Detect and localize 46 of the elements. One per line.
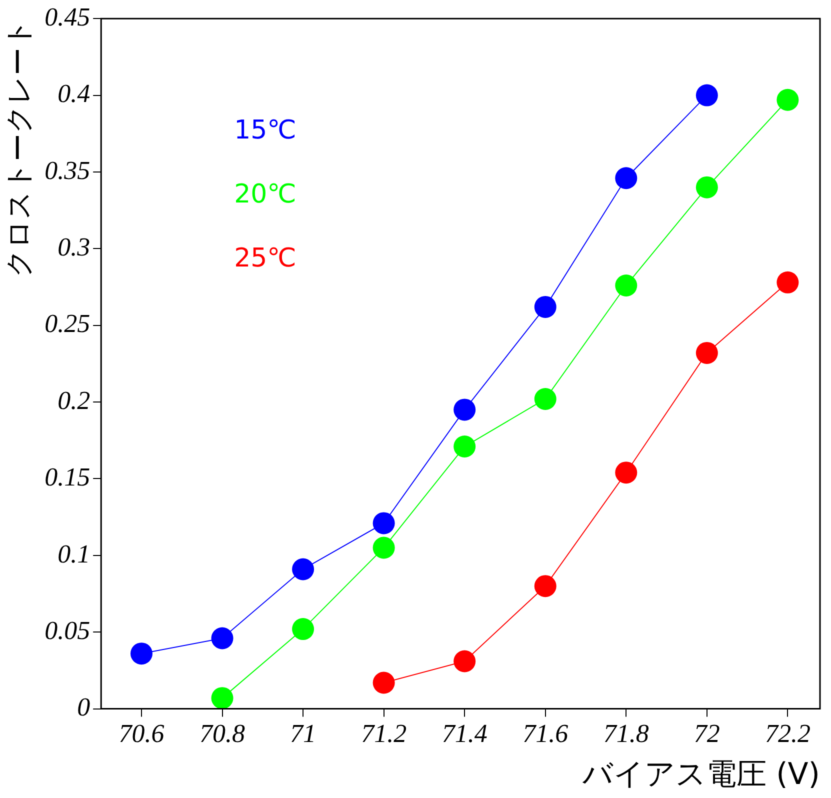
x-tick-label: 70.8 xyxy=(200,719,246,748)
point xyxy=(534,575,556,598)
point xyxy=(534,388,556,410)
y-tick-label: 0.25 xyxy=(44,309,90,338)
x-tick-label: 71 xyxy=(290,719,316,748)
x-tick-label: 70.6 xyxy=(118,719,164,748)
x-tick-label: 72.2 xyxy=(764,719,810,748)
point xyxy=(454,398,476,421)
point xyxy=(372,672,395,694)
point xyxy=(372,536,395,559)
point xyxy=(454,436,476,458)
text: 25℃ xyxy=(234,243,296,274)
point xyxy=(211,687,234,709)
y-tick-label: 0.1 xyxy=(58,539,90,568)
x-tick-label: 71.8 xyxy=(603,719,649,748)
point xyxy=(776,88,799,111)
point xyxy=(615,462,638,484)
point xyxy=(696,176,718,198)
point xyxy=(372,512,395,534)
y-tick-label: 0.4 xyxy=(58,79,90,108)
point xyxy=(615,274,638,296)
point xyxy=(211,627,234,650)
y-tick-label: 0 xyxy=(77,692,90,722)
x-tick-label: 71.4 xyxy=(442,719,488,748)
point xyxy=(292,618,314,640)
point xyxy=(696,84,718,106)
x-tick-label: 71.2 xyxy=(361,719,407,748)
point xyxy=(534,296,556,318)
y-tick-label: 0.3 xyxy=(58,232,90,262)
y-tick-label: 0.05 xyxy=(44,616,90,645)
point xyxy=(615,167,638,190)
point xyxy=(776,271,799,294)
y-tick-label: 0.2 xyxy=(58,386,90,415)
text: 15℃ xyxy=(234,115,296,146)
y-tick-label: 0.15 xyxy=(44,462,90,492)
x-tick-label: 71.6 xyxy=(522,719,568,748)
y-axis-title: クロストークレート xyxy=(2,18,36,278)
y-tick-label: 0.45 xyxy=(44,2,90,32)
x-axis-title: バイアス電圧 (V) xyxy=(582,756,820,792)
y-tick-label: 0.35 xyxy=(44,156,90,185)
point xyxy=(130,642,152,665)
point xyxy=(454,650,476,672)
point xyxy=(696,342,718,364)
point xyxy=(292,558,314,580)
x-tick-label: 72 xyxy=(694,719,720,748)
text: 20℃ xyxy=(234,179,296,210)
